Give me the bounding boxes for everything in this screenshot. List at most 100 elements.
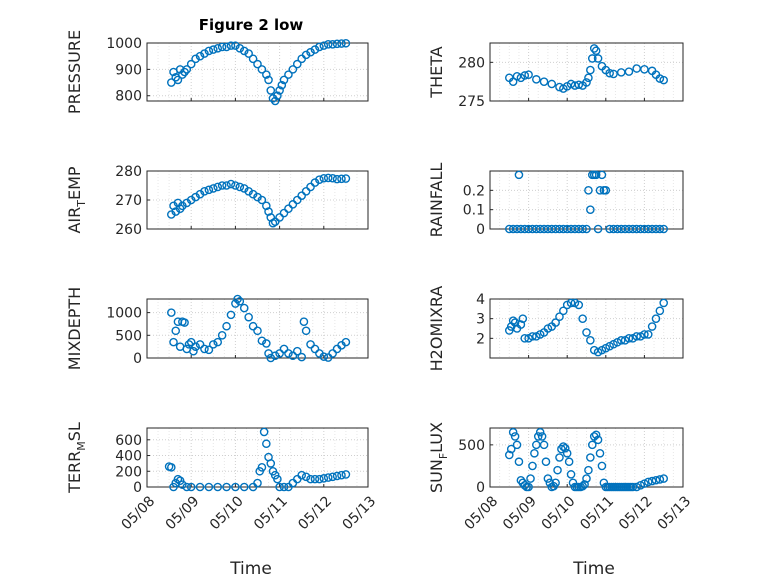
y-axis-label-main: PRESSURE [65, 30, 84, 114]
data-point [310, 474, 320, 484]
data-point [584, 73, 593, 83]
y-axis-label-main: SUN [427, 459, 446, 493]
data-point [328, 40, 337, 49]
y-axis-label-main: AIR [65, 207, 84, 234]
data-point [213, 482, 223, 492]
data-point [306, 47, 315, 57]
data-point [244, 312, 253, 322]
data-point [297, 191, 307, 200]
panel-theta: 275 280 THETA [427, 42, 684, 110]
y-axis-label: PRESSURE [65, 30, 84, 114]
data-point [586, 453, 595, 462]
data-point [292, 59, 302, 69]
data-point [582, 474, 591, 483]
data-point [239, 482, 249, 492]
y-axis-label-subscript: M [75, 441, 88, 451]
data-point [341, 38, 351, 48]
data-point [248, 321, 258, 331]
data-point [200, 344, 209, 354]
data-point [532, 75, 541, 84]
figure-title: Figure 2 low [199, 16, 304, 34]
data-point [624, 67, 634, 76]
data-point [186, 337, 196, 347]
data-point [586, 65, 595, 75]
data-point [200, 49, 209, 58]
y-axis-label: RAINFALL [427, 163, 446, 238]
data-point [257, 336, 267, 346]
data-point [632, 482, 641, 492]
y-tick-label: 0 [476, 480, 485, 496]
data-point [239, 46, 249, 56]
data-point [262, 70, 271, 79]
y-tick-label: 275 [458, 94, 485, 110]
data-point [301, 186, 311, 196]
data-point [332, 471, 342, 481]
data-point [195, 340, 205, 349]
data-point [628, 482, 638, 492]
data-point [301, 472, 311, 482]
axes-box [489, 42, 684, 102]
axes-box [146, 298, 369, 359]
data-point [191, 342, 200, 351]
data-point [595, 186, 605, 195]
subplot-grid: 800 900 1000 PRESSURE 275 280 THETA 260 270 280 AI… [65, 30, 694, 533]
data-point [595, 448, 605, 458]
data-point [277, 80, 287, 90]
data-point [319, 41, 329, 50]
y-tick-label: 0 [133, 480, 142, 496]
data-point [244, 49, 253, 58]
y-tick-label: 3 [476, 312, 485, 328]
data-point [508, 427, 518, 437]
data-point [547, 79, 557, 89]
data-point [591, 430, 601, 440]
axes-box [489, 298, 684, 359]
data-point [337, 39, 346, 48]
y-axis-label-tail: EMP [65, 166, 84, 200]
data-point [239, 303, 249, 313]
data-point [173, 474, 183, 484]
y-axis-label-tail: SL [65, 422, 84, 441]
y-axis-label: MIXDEPTH [65, 287, 84, 370]
data-point [328, 173, 337, 183]
data-point [195, 51, 205, 61]
y-tick-label: 260 [115, 222, 142, 238]
data-point [231, 299, 240, 308]
data-point [195, 482, 205, 492]
data-point [222, 181, 231, 190]
data-point [643, 477, 653, 487]
data-point [208, 45, 218, 54]
data-point [520, 334, 530, 343]
plot-area [147, 299, 368, 358]
data-point [655, 74, 665, 83]
data-point [208, 184, 218, 193]
data-point [297, 352, 307, 362]
data-point [510, 432, 520, 441]
data-point [178, 70, 187, 79]
data-point [586, 205, 595, 214]
data-point [655, 224, 665, 234]
data-point [288, 65, 298, 74]
y-tick-label: 500 [458, 438, 485, 454]
data-point [659, 75, 669, 85]
data-point [284, 349, 293, 358]
data-point [651, 475, 661, 485]
data-point [270, 96, 280, 106]
data-point [266, 459, 276, 468]
data-point [217, 42, 227, 52]
data-point [213, 182, 223, 192]
data-point [299, 317, 309, 326]
data-point [659, 298, 669, 308]
data-point [270, 217, 280, 227]
y-tick-label: 4 [476, 292, 485, 308]
data-point [257, 463, 267, 472]
data-point [555, 312, 564, 322]
data-point [178, 480, 187, 489]
y-tick-label: 800 [115, 89, 142, 105]
data-point [279, 75, 289, 85]
data-point [632, 332, 641, 341]
data-point [530, 448, 539, 458]
data-point [332, 174, 342, 184]
data-point [597, 170, 607, 180]
data-point [560, 443, 570, 453]
data-point [589, 44, 599, 53]
